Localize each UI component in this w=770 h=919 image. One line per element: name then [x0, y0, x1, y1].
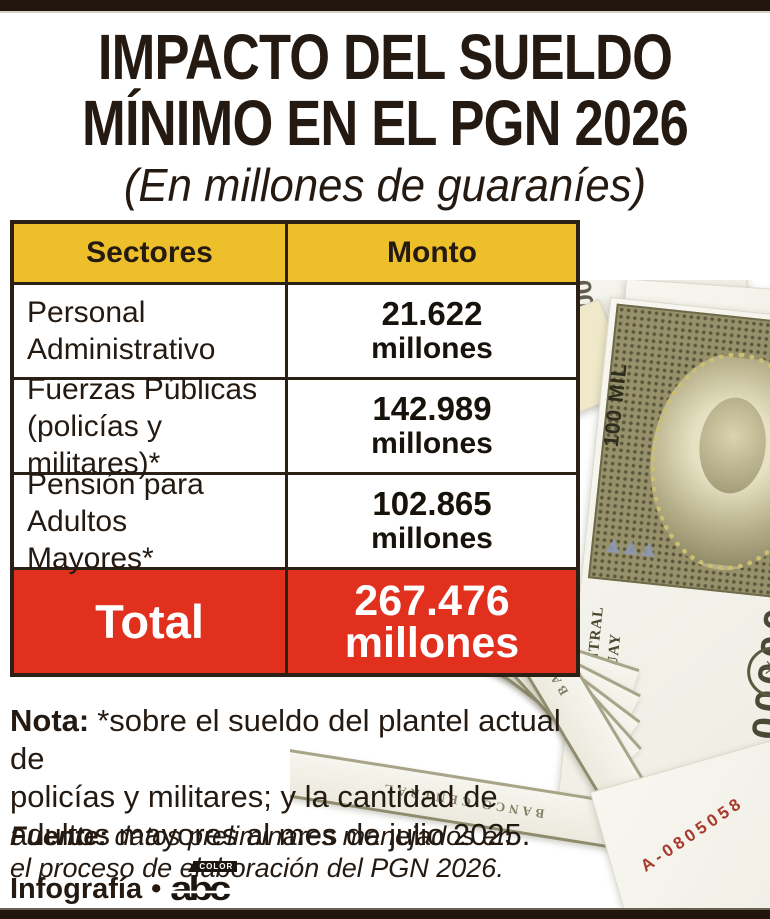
column-header-label: Sectores: [86, 236, 213, 269]
abc-logo-text: abc: [170, 870, 231, 908]
total-amount-value: 267.476: [354, 576, 510, 625]
amount-value: 142.989: [372, 390, 492, 427]
table-row: Personal Administrativo 21.622 millones: [14, 282, 576, 377]
nota-line: policías y militares; y la cantidad de: [10, 779, 498, 814]
nota-line: adultos mayores al mes de julio 2025.: [10, 817, 531, 852]
sector-cell: Pensión para Adultos Mayores*: [14, 468, 288, 575]
amount-unit: millones: [371, 427, 493, 460]
abc-logo-color-flag: COLOR: [188, 861, 238, 872]
sector-line: Administrativo: [27, 333, 216, 366]
page-subtitle: (En millones de guaraníes): [123, 159, 647, 211]
amount-cell: 102.865 millones: [288, 475, 576, 567]
bullet-separator: •: [151, 873, 162, 905]
sector-line: (policías y militares)*: [27, 409, 163, 480]
header-cell-monto: Monto: [288, 224, 576, 282]
banknote-portrait: [639, 344, 770, 579]
nota-block: Nota: *sobre el sueldo del plantel actual…: [10, 702, 570, 854]
page-title-line1: IMPACTO DEL SUELDO: [97, 21, 673, 93]
total-label: Total: [95, 595, 204, 648]
amount-unit: millones: [371, 522, 493, 555]
total-row: Total 267.476 millones: [14, 567, 576, 673]
total-label-cell: Total: [14, 570, 288, 673]
sector-line: Mayores*: [27, 541, 154, 575]
sector-line: Personal: [27, 296, 146, 329]
fuente-line: el proceso de elaboración del PGN 2026.: [10, 853, 504, 883]
sector-cell: Fuerzas Públicas (policías y militares)*: [14, 373, 288, 480]
fuente-text: datos preliminares manejados en: [114, 821, 513, 851]
banknote-portrait-face: [694, 394, 770, 497]
bottom-border-bar: [0, 908, 770, 919]
headline-block: IMPACTO DEL SUELDO MÍNIMO EN EL PGN 2026…: [0, 24, 770, 210]
banknote-serial: A-0805058: [637, 792, 748, 876]
table-row: Fuerzas Públicas (policías y militares)*…: [14, 373, 576, 480]
banknote-blue-motif: ▲▲▲: [600, 530, 656, 563]
page-title-line2: MÍNIMO EN EL PGN 2026: [82, 87, 689, 159]
column-header-label: Monto: [387, 236, 477, 269]
table-row: Pensión para Adultos Mayores* 102.865 mi…: [14, 468, 576, 575]
nota-line: Nota: *sobre el sueldo del plantel actual…: [10, 702, 570, 778]
total-amount-unit: millones: [344, 618, 520, 667]
credit-text: Infografía: [10, 873, 143, 905]
sector-cell: Personal Administrativo: [14, 285, 288, 377]
amount-cell: 21.622 millones: [288, 285, 576, 377]
impact-table: Sectores Monto Personal Administrativo 2…: [10, 220, 580, 677]
amount-value: 102.865: [372, 485, 492, 522]
amount-cell: 142.989 millones: [288, 380, 576, 472]
top-border-bar: [0, 0, 770, 13]
abc-color-logo: abc COLOR: [170, 861, 238, 908]
sector-line: Fuerzas Públicas: [27, 372, 258, 406]
credit-line: Infografía • abc COLOR: [10, 861, 238, 908]
amount-unit: millones: [371, 332, 493, 365]
table-header-row: Sectores Monto: [14, 224, 576, 282]
total-amount-cell: 267.476 millones: [288, 570, 576, 673]
nota-label: Nota:: [10, 703, 90, 738]
header-cell-sectores: Sectores: [14, 224, 288, 282]
fuente-line: Fuente: datos preliminares manejados en: [10, 820, 570, 852]
fuente-label: Fuente:: [10, 821, 108, 851]
sector-line: Pensión para Adultos: [27, 467, 204, 538]
nota-text: *sobre el sueldo del plantel actual de: [10, 703, 561, 776]
amount-value: 21.622: [381, 295, 483, 332]
fuente-block: Fuente: datos preliminares manejados en e…: [10, 820, 570, 884]
